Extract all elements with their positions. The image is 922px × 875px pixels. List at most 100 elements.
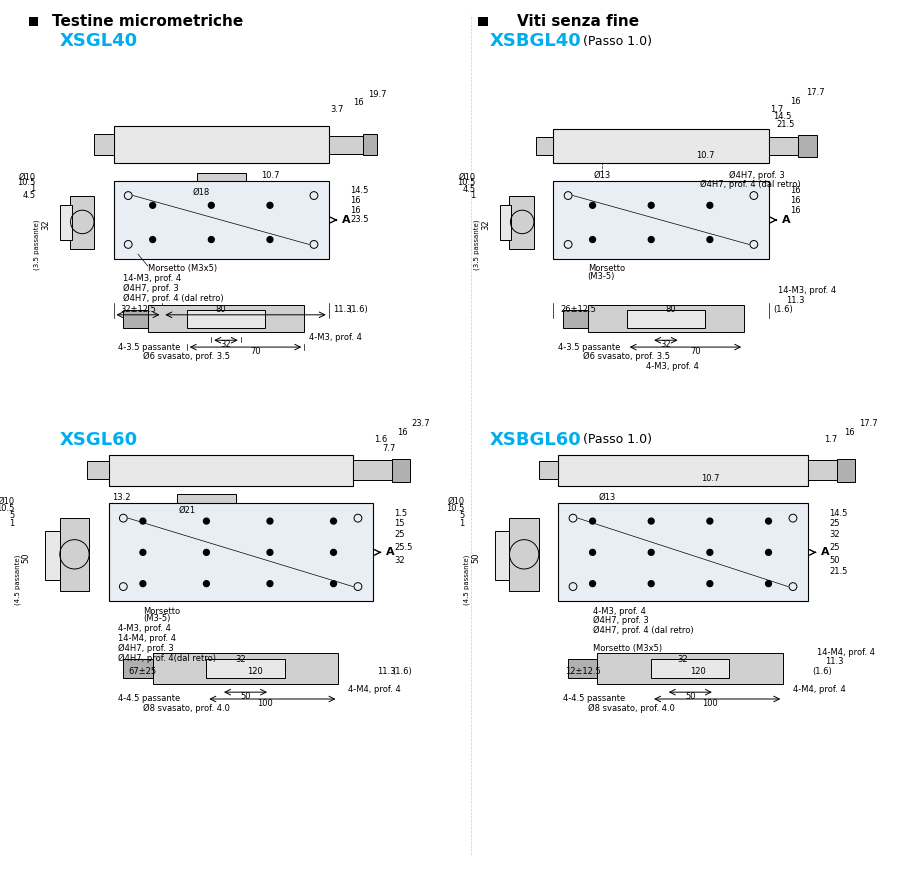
Bar — [60, 518, 89, 592]
Text: (3.5 passante): (3.5 passante) — [34, 219, 41, 270]
Text: Ø21: Ø21 — [178, 506, 195, 514]
Circle shape — [331, 550, 337, 556]
Circle shape — [204, 550, 209, 556]
Text: Ø8 svasato, prof. 4.0: Ø8 svasato, prof. 4.0 — [587, 704, 675, 713]
Text: 15: 15 — [394, 519, 405, 528]
Bar — [559, 455, 808, 486]
Bar — [124, 310, 148, 327]
Text: Ø4H7, prof. 3: Ø4H7, prof. 3 — [118, 644, 174, 653]
Text: (3.5 passante): (3.5 passante) — [474, 219, 480, 270]
Text: 10.7: 10.7 — [261, 171, 279, 179]
Text: 14-M3, prof. 4: 14-M3, prof. 4 — [124, 274, 182, 284]
Bar — [124, 659, 153, 678]
Text: 4-M3, prof. 4: 4-M3, prof. 4 — [309, 332, 362, 342]
Circle shape — [267, 202, 273, 208]
Text: (4.5 passante): (4.5 passante) — [464, 555, 470, 605]
Text: 25: 25 — [394, 530, 405, 539]
Text: 50: 50 — [685, 691, 695, 701]
Text: 11.3: 11.3 — [334, 305, 352, 314]
Text: Morsetto: Morsetto — [143, 606, 180, 615]
Text: 21.5: 21.5 — [776, 120, 795, 129]
Text: 1.7: 1.7 — [823, 436, 837, 444]
Text: Ø6 svasato, prof. 3.5: Ø6 svasato, prof. 3.5 — [143, 353, 230, 361]
Text: 10.5: 10.5 — [446, 504, 465, 513]
Circle shape — [590, 202, 596, 208]
Text: 1: 1 — [459, 519, 465, 528]
Text: 32: 32 — [394, 556, 405, 564]
Bar — [510, 195, 534, 249]
Bar — [69, 195, 94, 249]
Text: 120: 120 — [247, 667, 263, 676]
Text: 1: 1 — [30, 185, 35, 193]
Text: 11.3: 11.3 — [786, 296, 805, 304]
Bar — [113, 126, 328, 164]
Text: A: A — [386, 548, 395, 557]
Text: 80: 80 — [216, 305, 227, 314]
Text: 50: 50 — [21, 552, 30, 563]
Text: 70: 70 — [690, 347, 701, 356]
Text: 32: 32 — [235, 655, 246, 664]
Text: 16: 16 — [352, 98, 363, 107]
Bar — [536, 136, 553, 156]
Bar — [94, 134, 113, 156]
Bar — [363, 134, 377, 156]
Text: 50: 50 — [829, 556, 840, 564]
Text: Ø10: Ø10 — [18, 172, 35, 181]
Circle shape — [648, 581, 654, 586]
Text: 16: 16 — [790, 196, 800, 205]
Text: 67±25: 67±25 — [129, 667, 157, 676]
Text: (1.6): (1.6) — [349, 305, 368, 314]
Text: 26±12.5: 26±12.5 — [560, 305, 596, 314]
Text: 23.7: 23.7 — [412, 419, 431, 428]
Text: 4-M3, prof. 4: 4-M3, prof. 4 — [593, 606, 645, 615]
Text: 16: 16 — [396, 428, 408, 437]
Text: 4.5: 4.5 — [22, 191, 35, 200]
Text: 50: 50 — [471, 552, 480, 563]
Bar — [597, 653, 783, 684]
Circle shape — [140, 581, 146, 586]
Text: Ø4H7, prof. 4 (dal retro): Ø4H7, prof. 4 (dal retro) — [700, 180, 800, 189]
Text: (M3-5): (M3-5) — [143, 614, 171, 623]
Bar — [553, 181, 769, 259]
Text: 4-4.5 passante: 4-4.5 passante — [563, 695, 625, 704]
Text: 3.7: 3.7 — [330, 105, 343, 114]
Bar — [187, 310, 266, 327]
Circle shape — [204, 581, 209, 586]
Text: XSGL40: XSGL40 — [60, 32, 138, 50]
Circle shape — [590, 581, 596, 586]
Circle shape — [204, 518, 209, 524]
Text: 16: 16 — [790, 206, 800, 214]
Text: A: A — [342, 215, 350, 225]
Text: 4-M3, prof. 4: 4-M3, prof. 4 — [646, 362, 699, 371]
Bar — [177, 493, 236, 503]
Text: 50: 50 — [241, 691, 251, 701]
Bar — [328, 136, 363, 153]
Text: 70: 70 — [250, 347, 261, 356]
Bar — [495, 531, 510, 580]
Text: 4-M4, prof. 4: 4-M4, prof. 4 — [349, 685, 401, 694]
Bar — [153, 653, 338, 684]
Text: XSBGL60: XSBGL60 — [490, 431, 582, 449]
Text: 7.7: 7.7 — [383, 444, 396, 453]
Text: 4-M4, prof. 4: 4-M4, prof. 4 — [793, 685, 845, 694]
Text: 14-M4, prof. 4: 14-M4, prof. 4 — [818, 648, 875, 656]
Bar — [88, 461, 109, 479]
Circle shape — [765, 581, 772, 586]
Text: A: A — [782, 215, 790, 225]
Text: 16: 16 — [790, 97, 801, 106]
Bar — [510, 518, 538, 592]
Text: (1.6): (1.6) — [812, 667, 833, 676]
Circle shape — [707, 236, 713, 242]
Text: Ø6 svasato, prof. 3.5: Ø6 svasato, prof. 3.5 — [583, 353, 669, 361]
Text: 32: 32 — [660, 340, 671, 348]
Circle shape — [140, 550, 146, 556]
Circle shape — [149, 236, 156, 242]
Text: 4-4.5 passante: 4-4.5 passante — [118, 695, 181, 704]
Bar — [113, 181, 328, 259]
Text: Ø4H7, prof. 4 (dal retro): Ø4H7, prof. 4 (dal retro) — [593, 626, 693, 635]
Circle shape — [208, 236, 214, 242]
Text: (1.6): (1.6) — [774, 305, 793, 314]
Text: (4.5 passante): (4.5 passante) — [14, 555, 20, 605]
Bar — [837, 458, 855, 482]
Text: 14.5: 14.5 — [774, 112, 792, 121]
